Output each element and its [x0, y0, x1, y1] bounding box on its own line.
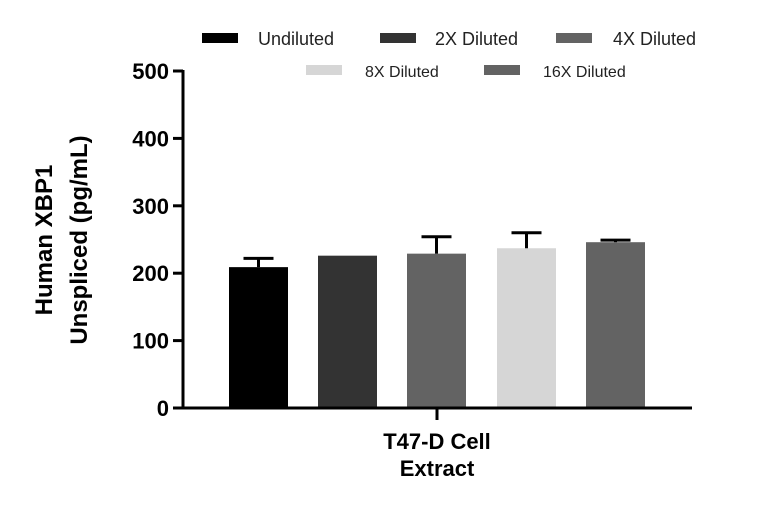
y-tick-label: 0	[157, 396, 169, 421]
x-axis-label-line1: T47-D Cell	[383, 429, 491, 454]
x-axis-label-line2: Extract	[400, 456, 475, 481]
legend-swatch	[380, 33, 416, 43]
bar-undiluted	[229, 267, 288, 408]
y-axis-label-line1: Human XBP1	[31, 165, 58, 316]
legend: Undiluted 2X Diluted 4X Diluted 8X Diluted 1…	[202, 29, 696, 81]
legend-label: 4X Diluted	[613, 29, 696, 49]
y-tick-label: 200	[132, 261, 169, 286]
y-axis: 0 100 200 300 400 500	[132, 59, 185, 421]
bar-16x-diluted	[586, 242, 645, 408]
y-tick-label: 400	[132, 126, 169, 151]
bar-8x-diluted	[497, 248, 556, 408]
x-axis	[181, 406, 692, 420]
legend-swatch	[484, 65, 520, 75]
legend-swatch	[202, 33, 238, 43]
legend-label: 8X Diluted	[365, 64, 439, 81]
legend-label: Undiluted	[258, 29, 334, 49]
bar-2x-diluted	[318, 255, 377, 408]
y-tick-label: 100	[132, 329, 169, 354]
legend-label: 16X Diluted	[543, 64, 626, 81]
bars	[229, 231, 645, 408]
legend-swatch	[556, 33, 592, 43]
bar-4x-diluted	[407, 253, 466, 408]
y-tick-label: 500	[132, 59, 169, 84]
y-tick-label: 300	[132, 194, 169, 219]
legend-label: 2X Diluted	[435, 29, 518, 49]
y-axis-label-line2: Unspliced (pg/mL)	[66, 135, 93, 344]
legend-swatch	[306, 65, 342, 75]
